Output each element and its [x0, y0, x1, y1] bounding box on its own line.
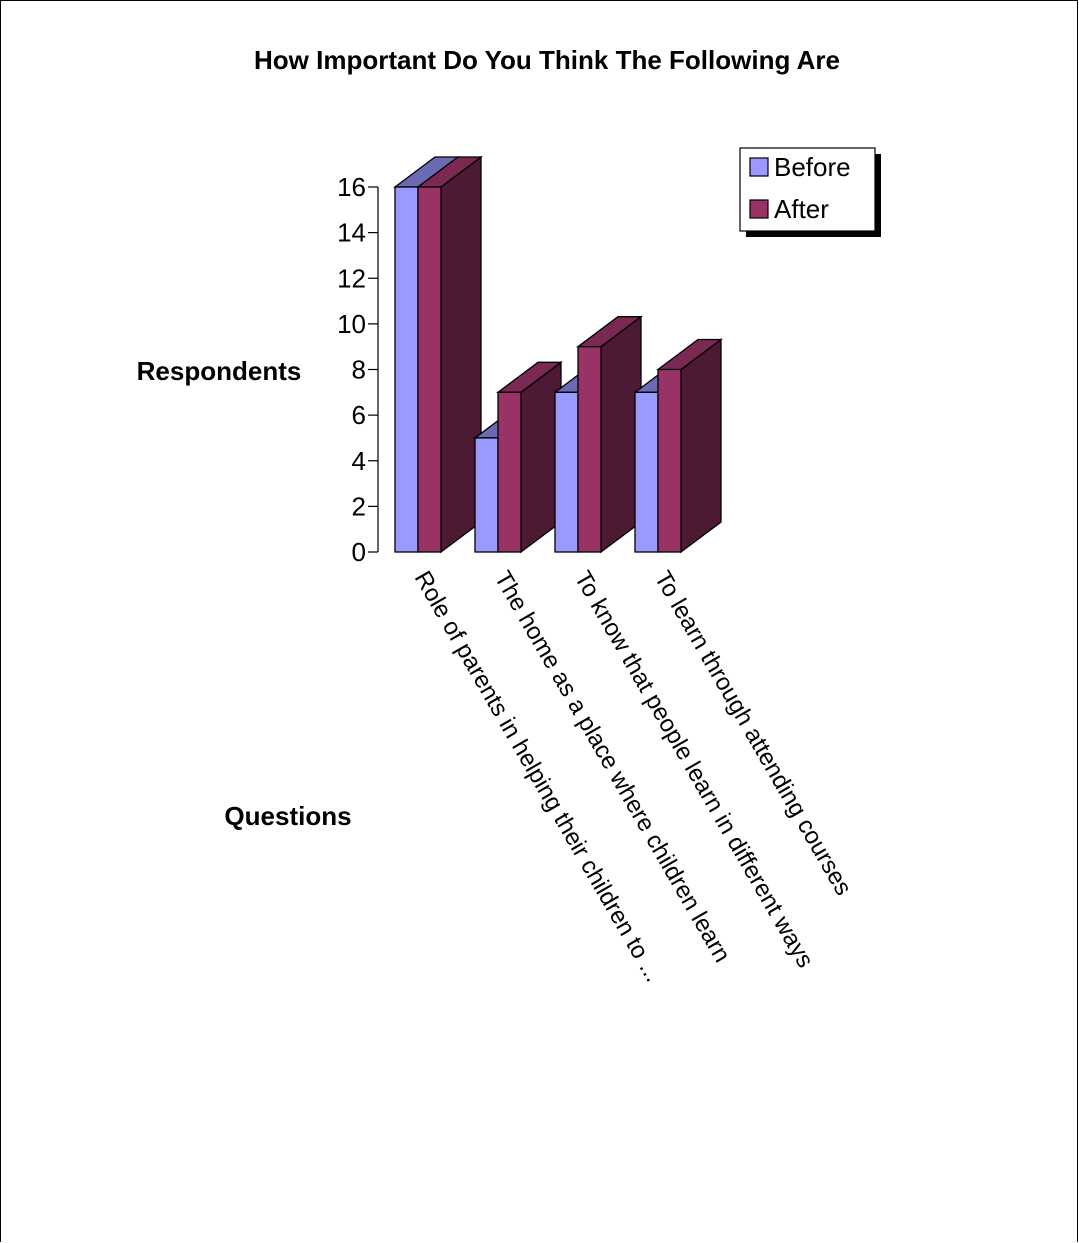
bar-front-face [554, 391, 579, 553]
legend-swatch-before [749, 157, 769, 177]
bar-front-face [417, 186, 442, 553]
bar-after-2 [496, 361, 563, 554]
y-tick-label: 10 [337, 309, 366, 339]
bar-after-3 [576, 315, 643, 554]
x-axis-tick-labels: Role of parents in helping their childre… [409, 567, 857, 987]
bar-front-face [657, 368, 682, 553]
y-tick-label: 2 [352, 491, 366, 521]
bar-front-face [394, 186, 419, 553]
bar-after-4 [656, 338, 723, 554]
bar-front-face [577, 346, 602, 553]
bar-front-face [497, 391, 522, 553]
legend-swatch-after [749, 199, 769, 219]
y-tick-label: 8 [352, 355, 366, 385]
y-axis-label: Respondents [137, 356, 302, 386]
bar-front-face [634, 391, 659, 553]
legend-label-before: Before [774, 152, 851, 182]
bar-front-face [474, 437, 499, 553]
y-tick-label: 16 [337, 172, 366, 202]
chart-title: How Important Do You Think The Following… [254, 45, 840, 75]
x-axis-label: Questions [224, 801, 351, 831]
y-tick-label: 12 [337, 263, 366, 293]
bar-after-1 [416, 155, 483, 554]
y-axis-ticks: 0 2 4 6 8 10 12 14 16 [337, 172, 378, 567]
y-tick-label: 14 [337, 218, 366, 248]
legend: Before After [739, 147, 881, 237]
y-tick-label: 0 [352, 537, 366, 567]
y-tick-label: 6 [352, 400, 366, 430]
legend-label-after: After [774, 194, 829, 224]
bar-series [393, 155, 723, 554]
y-tick-label: 4 [352, 446, 366, 476]
bar-side-face [680, 338, 722, 554]
